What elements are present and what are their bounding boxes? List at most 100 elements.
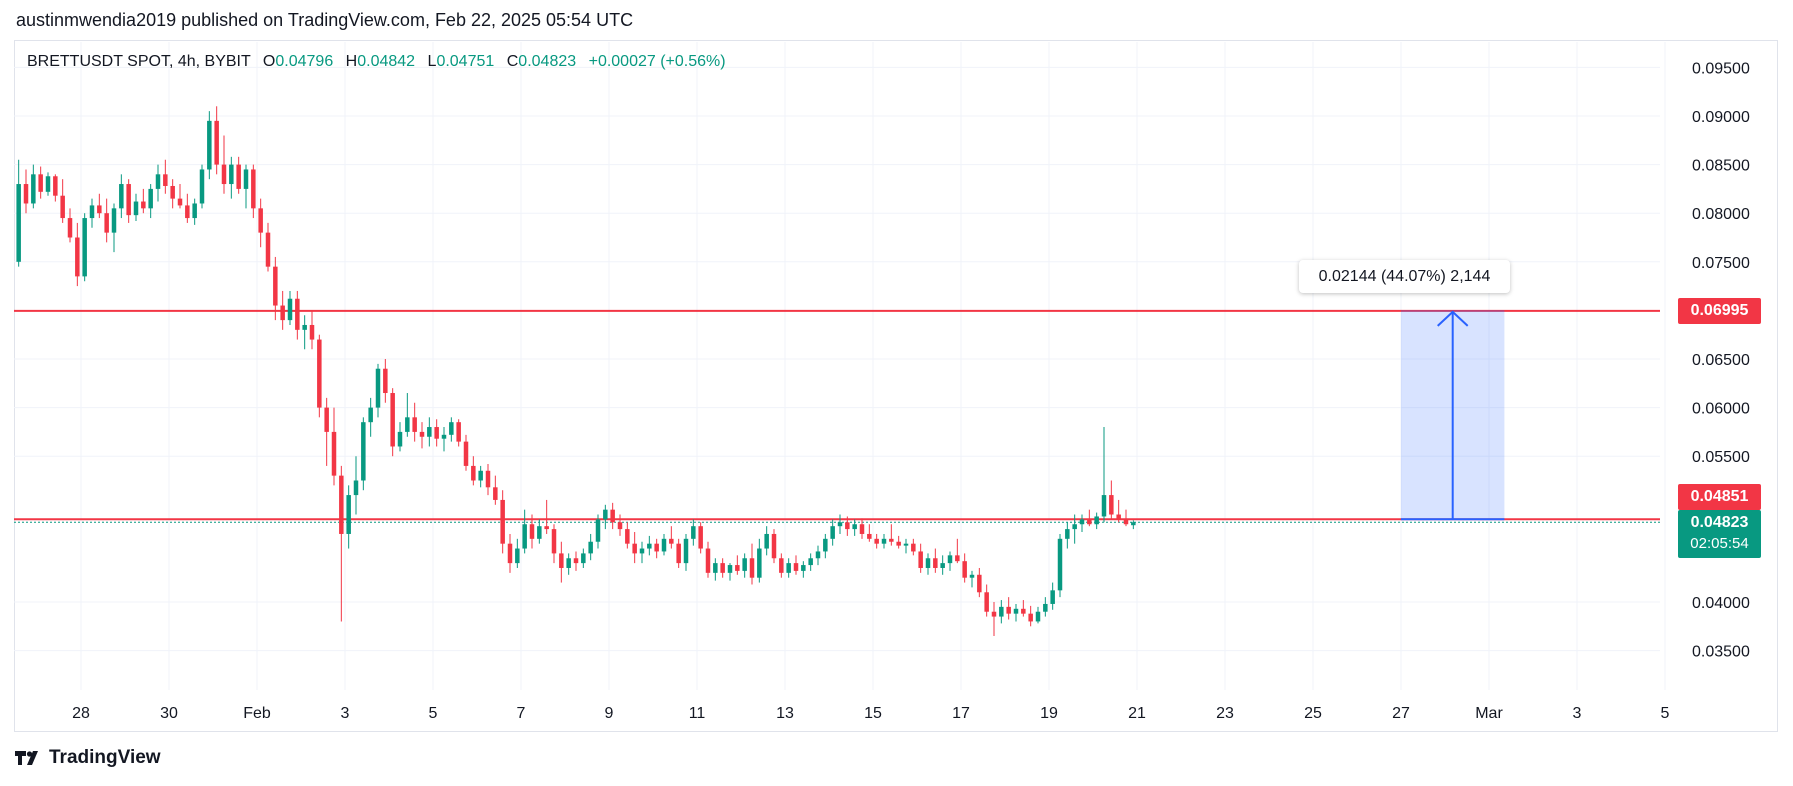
candle [1035,606,1041,624]
candle [375,363,381,418]
candle-body [390,393,395,447]
candle-body [192,203,197,219]
price-tick-label: 0.09500 [1692,60,1750,77]
candle-body [243,169,249,189]
candle [16,159,21,267]
candle-body [419,431,425,437]
candle [962,553,967,583]
candle [896,535,901,549]
candle [478,465,483,488]
time-tick-label: 23 [1216,705,1234,722]
candle [999,600,1004,624]
candle [1043,597,1048,617]
candle [632,532,637,564]
candle-body [852,524,857,530]
candle-body [302,324,307,330]
candle-body [595,519,601,542]
candle [434,419,439,447]
candle-body [89,205,95,219]
candle-body [1050,590,1055,604]
measure-tool[interactable] [1401,310,1505,521]
legend-high-label: H [345,53,358,70]
candle-body [610,509,615,523]
candle [903,538,909,554]
candle-body [977,574,982,593]
candle [669,526,674,549]
candle-body [720,563,725,573]
candle [837,514,843,534]
candle [911,538,916,556]
legend-change: +0.00027 (+0.56%) [588,53,726,70]
candle [104,198,109,243]
candle-body [969,574,975,578]
measure-label[interactable]: 0.02144 (44.07%) 2,144 [1299,260,1510,293]
candle [764,526,769,556]
candle [859,518,865,539]
candle-body [258,208,263,233]
price-tick-label: 0.07500 [1692,255,1750,272]
candle-body [933,558,938,568]
candle [786,558,791,578]
candle-body [265,232,271,267]
candle-body [148,188,153,209]
candle [23,169,29,214]
candle [595,514,601,549]
candle-body [75,237,80,277]
candle-body [383,368,388,394]
candle [221,135,227,194]
support-price-tag: 0.04851 [1678,484,1761,510]
price-tick-label: 0.08000 [1692,206,1750,223]
candle [933,548,938,573]
time-axis[interactable]: 28 30 Feb 3 5 7 9 11 13 15 17 19 21 23 25 27 Mar 3 5 [72,705,1669,722]
candle-body [346,495,351,534]
candle-body [1057,538,1063,591]
legend-open-label: O [262,53,276,70]
candle [529,514,535,549]
time-tick-label: 17 [952,705,970,722]
candle-body [331,431,337,476]
candle-body [984,592,989,612]
candle-body [1131,522,1136,526]
candle [82,213,87,282]
candle-body [478,470,483,481]
candle-body [1006,606,1011,614]
tradingview-logo[interactable]: TradingView [15,747,161,769]
candle-body [823,538,828,552]
candle-body [119,184,124,209]
time-tick-label: Mar [1475,705,1503,722]
candle-body [375,368,381,408]
candle [89,198,95,228]
candle [405,393,410,437]
candle-body [1035,611,1041,622]
candle [397,422,403,452]
legend-high: 0.04842 [357,53,416,70]
candle [1101,427,1107,523]
candle-body [324,407,329,432]
candle-body [559,553,564,568]
candle [412,402,417,442]
candle [185,193,190,223]
candle-body [815,551,821,559]
candle [1109,480,1114,520]
candle [705,541,711,578]
candle [507,533,513,573]
candle [361,417,366,491]
candle-body [31,174,36,204]
legend-close-label: C [506,53,519,70]
candle-body [896,541,901,546]
candle-body [177,198,183,206]
price-axis[interactable]: 0.09500 0.09000 0.08500 0.08000 0.07500 0.065… [1692,60,1750,660]
chart-frame[interactable] [14,40,1778,732]
candle-body [742,558,747,571]
candle-body [947,555,953,564]
candle-body [522,524,527,549]
candle-body [221,164,227,185]
candle-body [214,120,219,165]
candle-body [962,561,967,578]
candle-body [67,218,73,238]
candle-body [207,120,212,170]
candle-body [786,563,791,573]
time-tick-label: 15 [864,705,882,722]
candle [940,555,945,575]
